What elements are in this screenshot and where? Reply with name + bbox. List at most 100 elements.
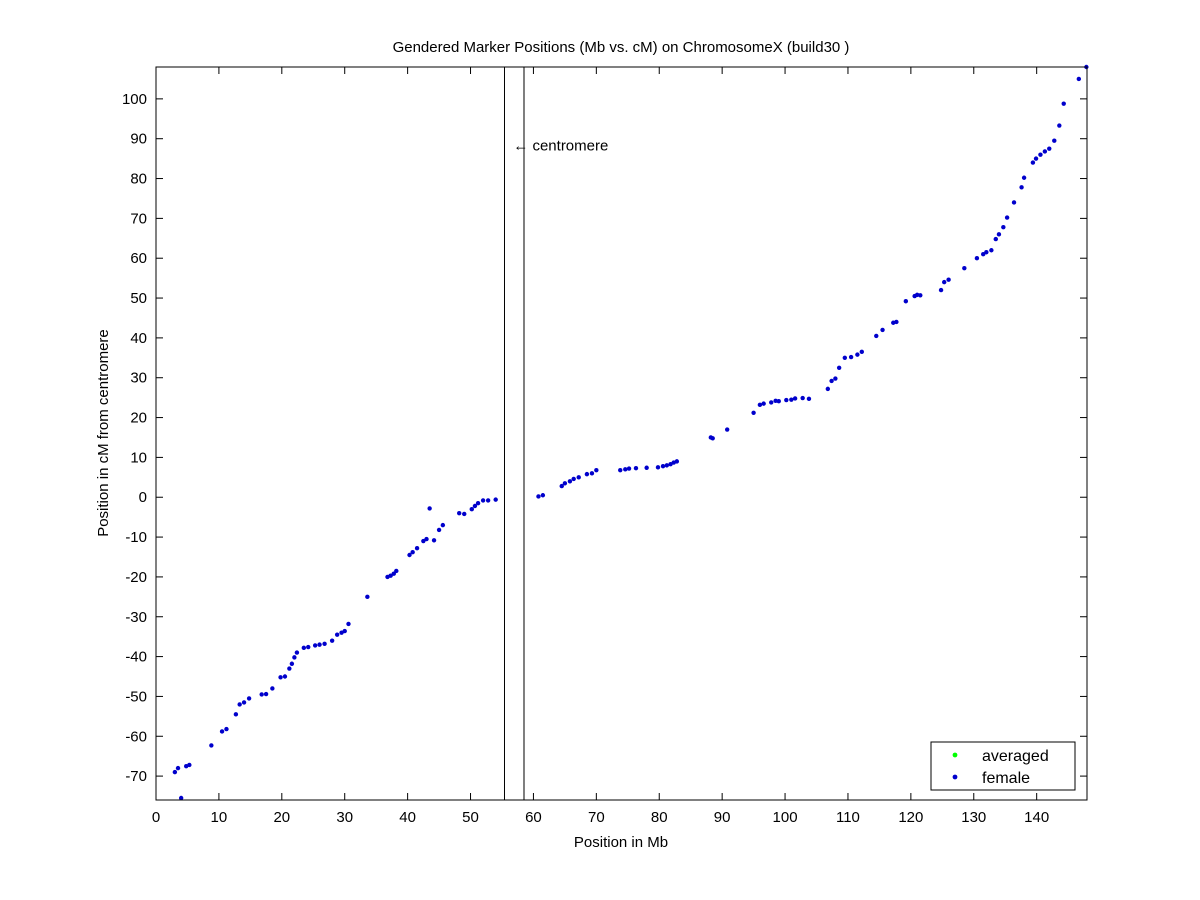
legend-label-averaged: averaged bbox=[982, 748, 1049, 765]
data-point-female bbox=[594, 467, 599, 473]
data-point-female bbox=[1004, 215, 1010, 220]
data-point-female bbox=[724, 427, 730, 432]
data-point-female bbox=[175, 765, 181, 771]
data-point-female bbox=[800, 395, 805, 401]
data-point-female bbox=[626, 466, 632, 471]
y-tick-label: -50 bbox=[125, 688, 147, 705]
data-point-female bbox=[806, 396, 812, 402]
data-point-female bbox=[984, 250, 989, 255]
legend-box bbox=[930, 741, 1076, 791]
y-axis-label: Position in cM from centromere bbox=[95, 329, 112, 537]
x-tick-label: 10 bbox=[211, 809, 228, 826]
data-point-female bbox=[540, 493, 546, 498]
y-tick-label: -10 bbox=[125, 529, 147, 546]
data-point-female bbox=[757, 402, 763, 408]
data-point-female bbox=[776, 399, 781, 404]
data-point-female bbox=[836, 365, 842, 370]
x-tick-label: 120 bbox=[898, 809, 923, 826]
y-tick-label: 100 bbox=[122, 91, 147, 108]
x-tick-label: 70 bbox=[588, 809, 605, 826]
x-tick-label: 30 bbox=[336, 809, 353, 826]
data-point-female bbox=[562, 481, 568, 486]
legend-marker-female bbox=[952, 774, 958, 780]
data-point-female bbox=[172, 769, 178, 775]
data-point-female bbox=[942, 279, 947, 285]
data-point-female bbox=[589, 471, 595, 476]
data-point-female bbox=[322, 641, 327, 647]
data-point-female bbox=[946, 277, 951, 282]
data-point-female bbox=[989, 248, 994, 253]
data-point-female bbox=[1033, 156, 1039, 161]
data-point-female bbox=[431, 538, 437, 543]
data-point-female bbox=[874, 333, 879, 339]
data-point-female bbox=[469, 506, 474, 512]
data-point-female bbox=[292, 655, 297, 660]
data-point-female bbox=[1038, 152, 1043, 157]
legend-label-female: female bbox=[982, 770, 1030, 787]
data-point-female bbox=[981, 252, 986, 257]
data-point-female bbox=[536, 494, 541, 499]
x-tick-label: 40 bbox=[399, 809, 416, 826]
data-point-female bbox=[410, 550, 415, 555]
data-point-female bbox=[623, 467, 628, 472]
data-point-female bbox=[664, 463, 669, 468]
data-point-female bbox=[317, 642, 322, 647]
data-point-female bbox=[1042, 149, 1048, 154]
data-point-female bbox=[329, 638, 335, 643]
data-point-female bbox=[472, 503, 478, 509]
y-tick-label: 40 bbox=[130, 330, 147, 347]
data-point-female bbox=[485, 498, 491, 503]
data-point-female bbox=[421, 538, 426, 544]
x-tick-label: 60 bbox=[525, 809, 542, 826]
y-tick-label: 90 bbox=[130, 131, 147, 148]
data-point-female bbox=[848, 354, 854, 360]
data-point-female bbox=[1001, 224, 1006, 230]
data-point-female bbox=[289, 661, 295, 666]
data-point-female bbox=[559, 483, 564, 489]
data-point-female bbox=[365, 594, 370, 600]
data-point-female bbox=[1052, 138, 1057, 143]
y-tick-label: 50 bbox=[130, 290, 147, 307]
data-point-female bbox=[301, 645, 307, 651]
data-point-female bbox=[829, 378, 834, 384]
x-axis-label: Position in Mb bbox=[574, 834, 668, 851]
y-tick-label: -20 bbox=[125, 569, 147, 586]
data-point-female bbox=[1021, 175, 1027, 180]
data-point-female bbox=[427, 506, 432, 511]
data-point-female bbox=[414, 546, 420, 551]
data-point-female bbox=[655, 465, 661, 470]
data-point-female bbox=[792, 396, 798, 401]
x-tick-label: 80 bbox=[651, 809, 668, 826]
data-point-female bbox=[278, 675, 283, 680]
legend-marker-averaged bbox=[952, 752, 958, 758]
data-point-female bbox=[475, 501, 481, 506]
data-point-female bbox=[187, 762, 192, 768]
x-tick-label: 0 bbox=[152, 809, 160, 826]
plot-area: 0 10 20 30 40 50 60 70 80 90 100 110 120 130 140-70-60… bbox=[122, 64, 1089, 826]
data-point-female bbox=[842, 355, 848, 361]
y-tick-label: 0 bbox=[139, 489, 147, 506]
data-point-female bbox=[894, 319, 899, 325]
y-tick-label: -30 bbox=[125, 609, 147, 626]
data-point-female bbox=[224, 726, 229, 732]
data-point-female bbox=[480, 498, 486, 503]
data-point-female bbox=[571, 476, 576, 482]
data-point-female bbox=[294, 650, 300, 655]
x-tick-label: 100 bbox=[773, 809, 798, 826]
data-point-female bbox=[633, 465, 639, 471]
data-point-female bbox=[918, 293, 923, 298]
x-tick-label: 140 bbox=[1024, 809, 1049, 826]
data-point-female bbox=[241, 700, 247, 705]
data-point-female bbox=[237, 702, 242, 707]
data-point-female bbox=[1030, 160, 1036, 165]
data-point-female bbox=[996, 232, 1002, 237]
data-point-female bbox=[306, 644, 311, 650]
data-point-female bbox=[388, 573, 393, 578]
data-point-female bbox=[644, 465, 649, 470]
data-point-female bbox=[855, 352, 860, 357]
data-point-female bbox=[462, 511, 467, 517]
data-point-female bbox=[440, 522, 446, 528]
legend: averaged female bbox=[930, 741, 1076, 791]
data-point-female bbox=[312, 643, 318, 648]
data-point-female bbox=[576, 475, 581, 480]
